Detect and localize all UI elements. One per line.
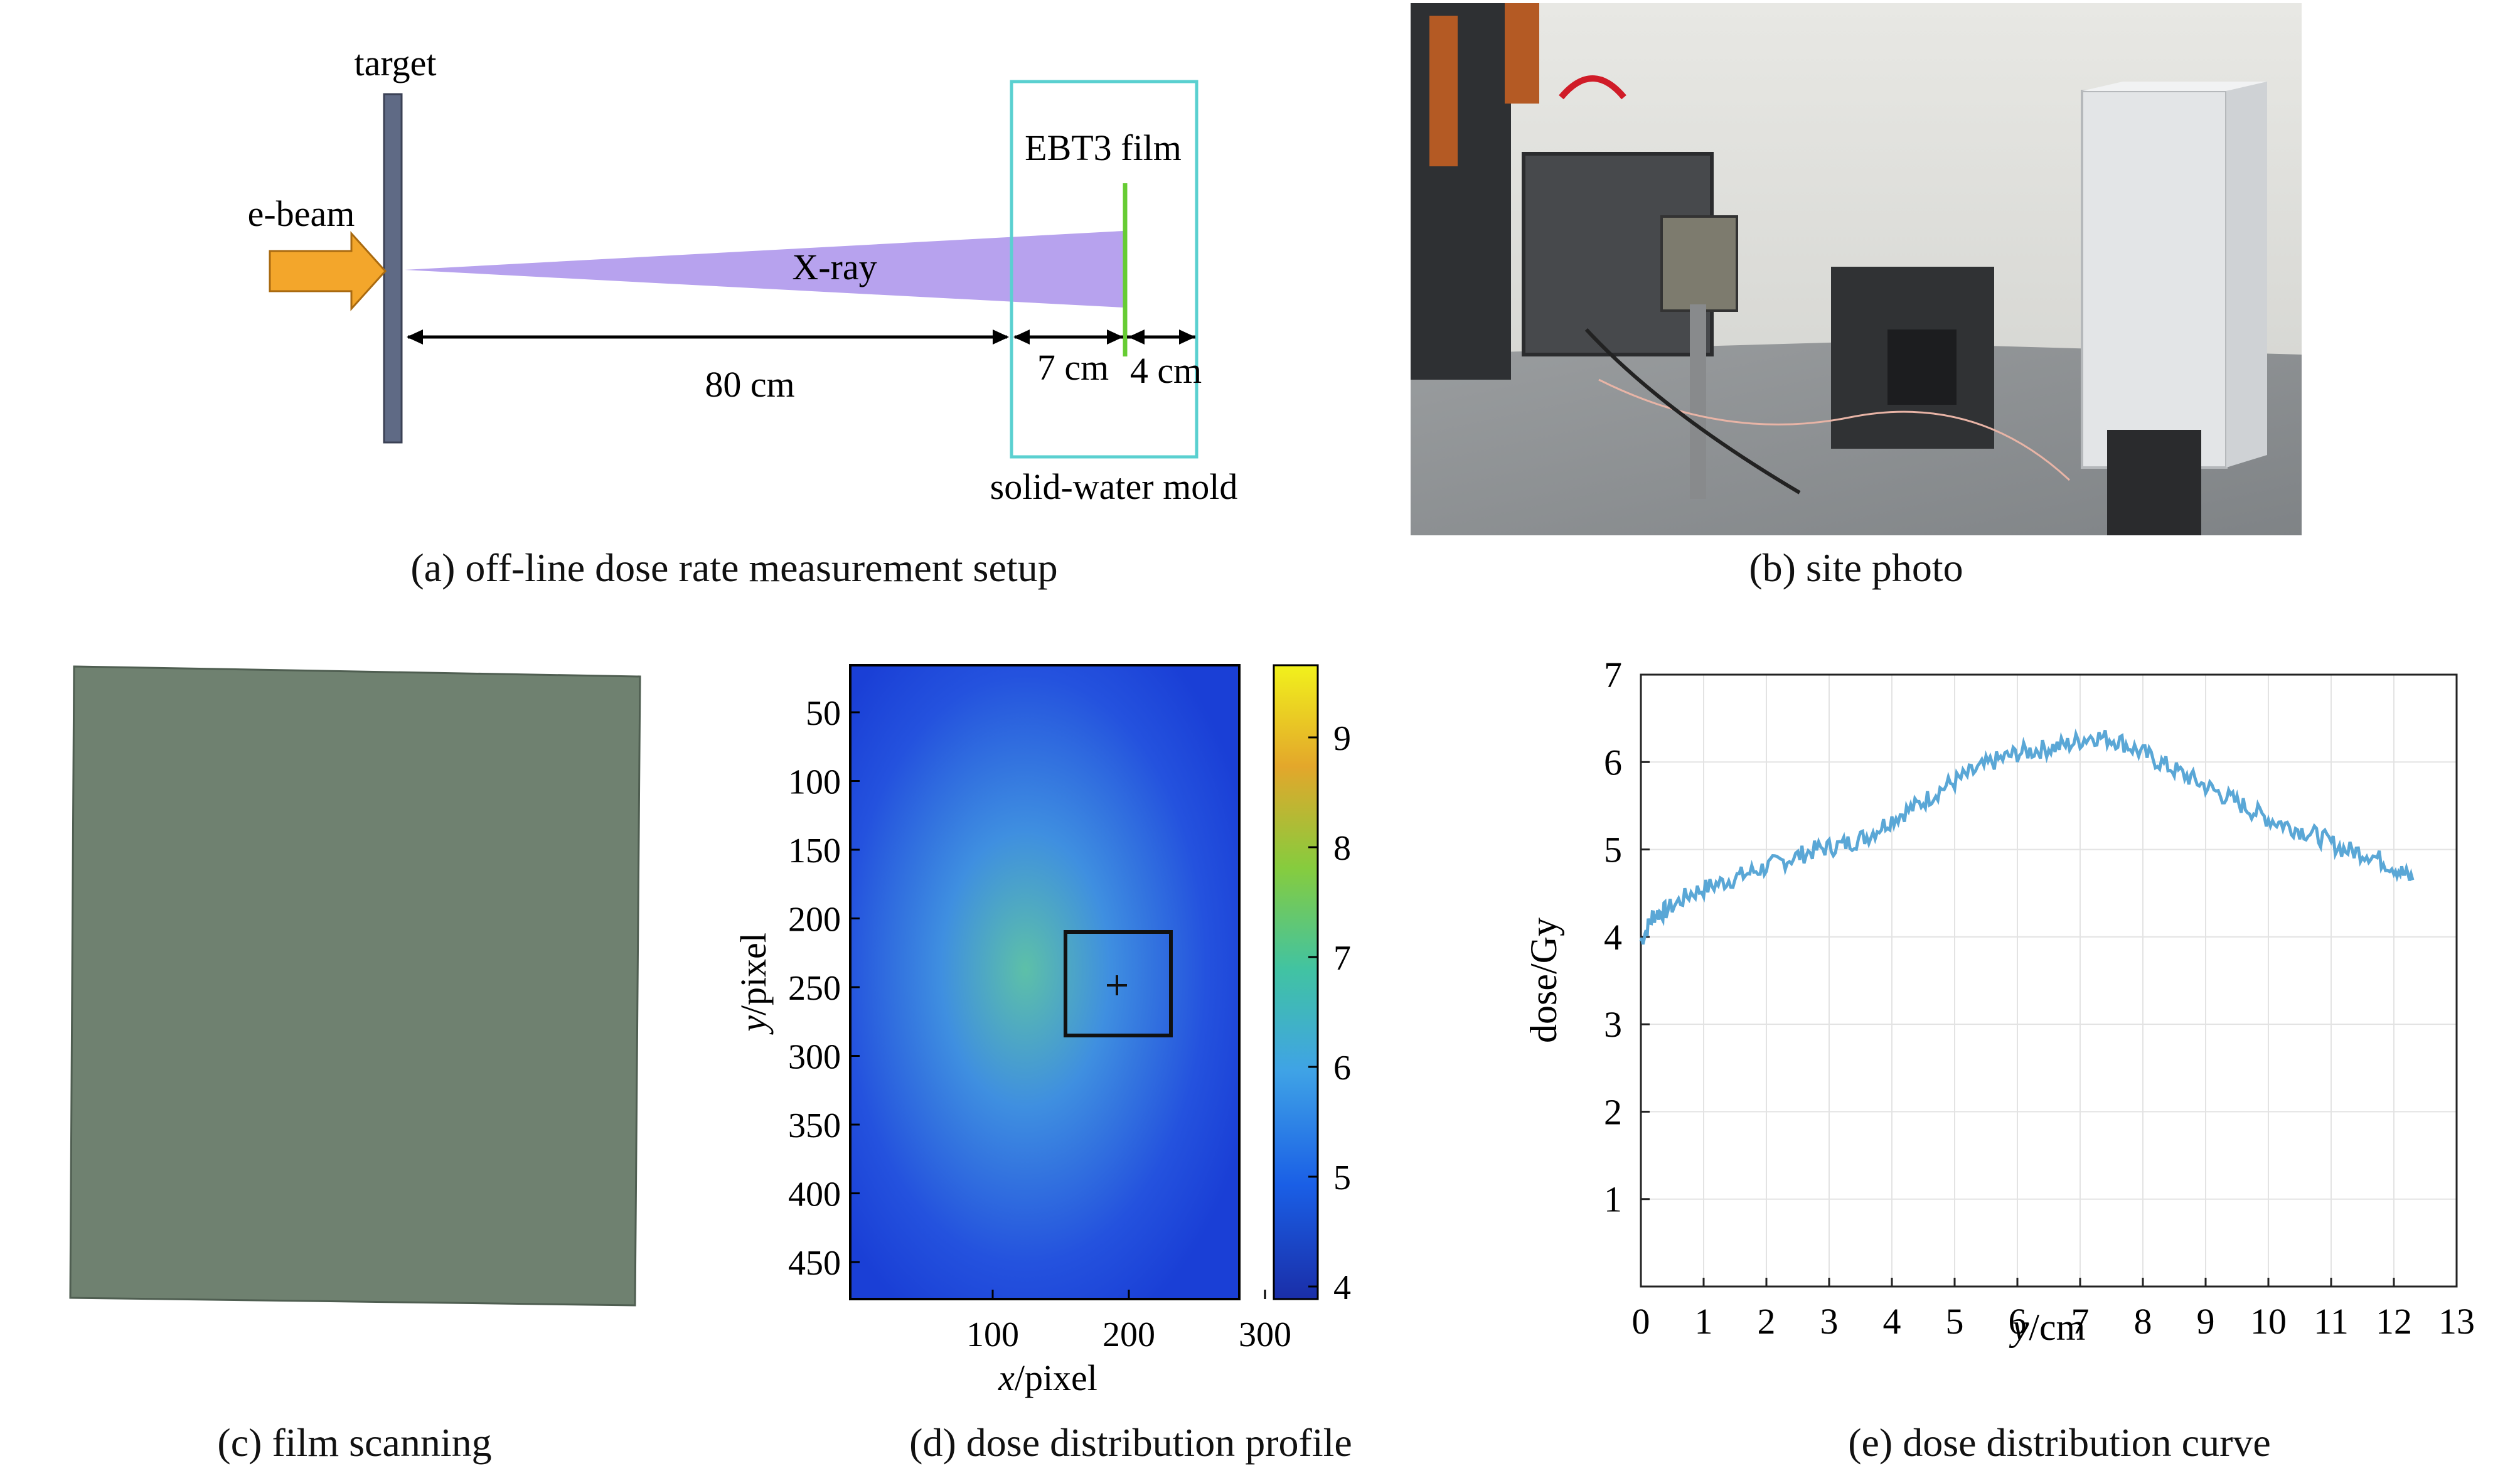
plot-frame (1640, 673, 2458, 1288)
target-plate (383, 93, 403, 444)
x-tick-labels: 100 200 300 (966, 1290, 1291, 1354)
cables (1584, 328, 1801, 495)
arrowhead (407, 329, 423, 345)
target-label: target (355, 43, 437, 83)
caption-b: (b) site photo (1749, 545, 1963, 590)
y-tick-label: 150 (788, 832, 841, 870)
dose-profile-heatmap: 50 100 150 200 250 300 350 400 450 100 200 300 y/p… (733, 664, 1351, 1398)
arrowhead (1128, 329, 1145, 345)
solid-water-top (2082, 82, 2267, 91)
mold-label: solid-water mold (990, 466, 1238, 507)
y-tick-label: 3 (1604, 1004, 1622, 1045)
x-tick-label: 8 (2134, 1301, 2152, 1342)
y-tick-label: 400 (788, 1175, 841, 1214)
x-tick-label: 10 (2250, 1301, 2287, 1342)
y-tick-labels: 50 100 150 200 250 300 350 400 450 (788, 694, 860, 1283)
x-tick-label: 0 (1632, 1301, 1650, 1342)
grid (1641, 674, 2457, 1287)
ebeam-label: e-beam (248, 193, 355, 234)
colorbar-tick-label: 8 (1333, 829, 1351, 868)
scanned-film (69, 665, 641, 1307)
y-tick-label: 2 (1604, 1091, 1622, 1132)
dose-series-line (1639, 728, 2415, 945)
y-tick-label: 100 (788, 763, 841, 802)
colorbar (1273, 664, 1319, 1300)
x-tick-label: 7 (2071, 1301, 2090, 1342)
colorbar-tick-label: 5 (1333, 1158, 1351, 1197)
x-tick-label: 9 (2197, 1301, 2215, 1342)
caption-c: (c) film scanning (217, 1420, 492, 1465)
optics-mount (1660, 215, 1738, 312)
x-tick-label: 4 (1883, 1301, 1901, 1342)
y-tick-label: 450 (788, 1244, 841, 1283)
solid-water-stack (2081, 90, 2228, 469)
ebeam-arrow (269, 231, 387, 311)
e-ylabel: dose/Gy (1523, 918, 1564, 1043)
left-equipment (1411, 3, 1511, 380)
roi-box (1064, 930, 1173, 1037)
colorbar-tick-label: 6 (1333, 1049, 1351, 1088)
magnet-stack (1505, 3, 1539, 104)
y-tick-label: 250 (788, 969, 841, 1008)
setup-diagram: target e-beam X-ray solid-water mold EBT… (248, 43, 1238, 507)
x-tick-label: 300 (1239, 1315, 1291, 1354)
x-tick-label: 6 (2009, 1301, 2027, 1342)
solid-water-side (2226, 82, 2267, 468)
x-tick-label: 12 (2376, 1301, 2412, 1342)
colorbar-tick-labels: 9 8 7 6 5 4 (1308, 719, 1351, 1307)
film-label: EBT3 film (1025, 127, 1182, 168)
colorbar-tick-label: 9 (1333, 719, 1351, 758)
y-tick-label: 300 (788, 1038, 841, 1077)
colorbar-tick-label: 4 (1333, 1268, 1351, 1307)
site-photo (1411, 3, 2302, 535)
x-tick-labels: 0 1 2 3 4 5 6 7 8 9 10 11 12 13 (1632, 1278, 2475, 1342)
caption-e: (e) dose distribution curve (1848, 1420, 2271, 1465)
y-tick-label: 5 (1604, 830, 1622, 870)
heatmap-image (849, 664, 1241, 1300)
xray-cone (405, 231, 1123, 308)
d-xlabel: x/pixel (998, 1357, 1097, 1398)
y-tick-label: 350 (788, 1106, 841, 1145)
x-tick-label: 200 (1102, 1315, 1155, 1354)
x-tick-label: 1 (1695, 1301, 1713, 1342)
x-tick-label: 3 (1820, 1301, 1839, 1342)
magnet-stack (1429, 16, 1458, 166)
lead-block-window (1887, 329, 1957, 405)
e-xlabel: y/cm (2009, 1307, 2086, 1348)
caption-d: (d) dose distribution profile (909, 1420, 1352, 1465)
stand (2107, 430, 2201, 535)
colorbar-tick-label: 7 (1333, 939, 1351, 978)
y-tick-label: 7 (1604, 655, 1622, 695)
y-tick-label: 1 (1604, 1179, 1622, 1220)
dimension-4cm-label: 4 cm (1130, 350, 1202, 391)
x-tick-label: 2 (1758, 1301, 1776, 1342)
support-post (1690, 304, 1706, 499)
x-tick-label: 5 (1946, 1301, 1964, 1342)
d-ylabel: y/pixel (733, 933, 774, 1035)
dimension-80cm-label: 80 cm (705, 364, 794, 405)
x-tick-label: 100 (966, 1315, 1019, 1354)
arrowhead (1013, 329, 1030, 345)
red-cable (1559, 75, 1626, 100)
film-scan (69, 665, 641, 1307)
dimension-7cm-label: 7 cm (1037, 347, 1109, 388)
caption-a: (a) off-line dose rate measurement setup (410, 545, 1058, 590)
arrowhead (993, 329, 1009, 345)
xray-label: X-ray (792, 247, 877, 287)
y-tick-label: 200 (788, 901, 841, 939)
arrowhead (1107, 329, 1123, 345)
x-tick-label: 11 (2314, 1301, 2349, 1342)
y-tick-label: 4 (1604, 917, 1622, 958)
x-tick-label: 13 (2438, 1301, 2475, 1342)
y-tick-label: 6 (1604, 742, 1622, 783)
y-tick-labels: 1 2 3 4 5 6 7 (1604, 655, 1650, 1220)
arrowhead (1179, 329, 1195, 345)
y-tick-label: 50 (806, 694, 841, 733)
solid-water-mold (1010, 80, 1199, 459)
